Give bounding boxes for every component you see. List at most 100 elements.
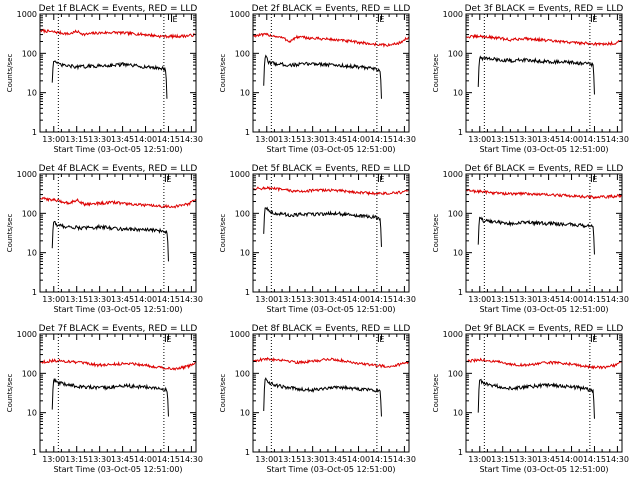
x-tick-label: 13:30 <box>514 295 537 304</box>
x-axis-label: Start Time (03-Oct-05 12:51:00) <box>266 145 395 154</box>
x-tick-label: 13:00 <box>468 135 491 144</box>
series-line-events <box>51 60 168 99</box>
y-tick-label: 100 <box>22 369 37 378</box>
x-tick-label: 14:00 <box>134 455 157 464</box>
x-tick-label: 13:45 <box>111 455 134 464</box>
y-tick-label: 10 <box>240 89 250 98</box>
y-tick-label: 100 <box>235 209 250 218</box>
x-tick-label: 14:15 <box>370 455 393 464</box>
x-tick-label: 14:00 <box>560 295 583 304</box>
series-line-lld <box>252 32 410 48</box>
y-tick-label: 10 <box>240 409 250 418</box>
x-tick-label: 13:45 <box>111 135 134 144</box>
plot-frame <box>252 13 410 133</box>
x-tick-label: 13:15 <box>491 455 514 464</box>
marker-label: E <box>379 175 384 184</box>
x-tick-label: 14:15 <box>157 455 180 464</box>
x-tick-label: 13:45 <box>537 135 560 144</box>
x-tick-label: 13:15 <box>491 135 514 144</box>
series-line-lld <box>39 358 197 371</box>
y-tick-label: 100 <box>22 209 37 218</box>
plot-frame <box>252 333 410 453</box>
x-tick-label: 13:00 <box>42 295 65 304</box>
x-tick-label: 13:30 <box>301 135 324 144</box>
detector-panel-2: Det 2f BLACK = Events, RED = LLD 1 10 100 10… <box>219 4 416 154</box>
panel-title: Det 5f BLACK = Events, RED = LLD <box>252 164 411 174</box>
detector-panel-5: Det 5f BLACK = Events, RED = LLD 1 10 100 10… <box>219 164 416 314</box>
panel-title: Det 1f BLACK = Events, RED = LLD <box>39 4 198 14</box>
x-tick-label: 14:00 <box>134 135 157 144</box>
detector-panel-3: Det 3f BLACK = Events, RED = LLD 1 10 100 10… <box>432 4 629 154</box>
x-tick-label: 14:30 <box>606 135 629 144</box>
x-axis-label: Start Time (03-Oct-05 12:51:00) <box>53 145 182 154</box>
panel-title: Det 7f BLACK = Events, RED = LLD <box>39 324 198 334</box>
y-tick-label: 1 <box>245 288 250 297</box>
y-tick-label: 10 <box>27 89 37 98</box>
series-line-lld <box>252 356 410 369</box>
x-axis-label: Start Time (03-Oct-05 12:51:00) <box>479 145 608 154</box>
x-tick-label: 14:30 <box>393 135 416 144</box>
plot-frame <box>39 13 197 133</box>
marker-label: E <box>166 335 171 344</box>
panel-title: Det 2f BLACK = Events, RED = LLD <box>252 4 411 14</box>
marker-label: E <box>379 335 384 344</box>
y-tick-label: 1000 <box>17 330 37 339</box>
x-tick-label: 14:30 <box>393 455 416 464</box>
plot-frame <box>252 173 410 293</box>
y-tick-label: 10 <box>453 409 463 418</box>
x-tick-label: 13:45 <box>537 455 560 464</box>
y-tick-label: 10 <box>27 409 37 418</box>
panel-title: Det 3f BLACK = Events, RED = LLD <box>465 4 624 14</box>
x-tick-label: 13:30 <box>514 455 537 464</box>
y-tick-label: 10 <box>240 249 250 258</box>
series-line-lld <box>465 357 623 370</box>
x-tick-label: 13:45 <box>537 295 560 304</box>
plot-frame <box>465 13 623 133</box>
marker-label: E <box>173 15 178 24</box>
x-tick-label: 13:15 <box>278 135 301 144</box>
plot-frame <box>39 173 197 293</box>
series-line-events <box>51 378 169 417</box>
x-tick-label: 14:30 <box>180 455 203 464</box>
detector-panel-4: Det 4f BLACK = Events, RED = LLD 1 10 100 10… <box>6 164 203 314</box>
x-tick-label: 13:30 <box>301 295 324 304</box>
y-axis-label: Counts/sec <box>432 214 440 253</box>
y-axis-label: Counts/sec <box>219 214 227 253</box>
y-tick-label: 1 <box>245 448 250 457</box>
marker-label: E <box>166 175 171 184</box>
y-axis-label: Counts/sec <box>6 54 14 93</box>
y-tick-label: 1000 <box>17 170 37 179</box>
x-tick-label: 13:15 <box>491 295 514 304</box>
series-line-lld <box>465 33 623 47</box>
x-tick-label: 14:15 <box>583 295 606 304</box>
plot-frame <box>465 173 623 293</box>
x-tick-label: 13:15 <box>65 455 88 464</box>
marker-label: E <box>592 175 597 184</box>
x-tick-label: 13:30 <box>88 135 111 144</box>
x-axis-label: Start Time (03-Oct-05 12:51:00) <box>53 305 182 314</box>
x-tick-label: 14:30 <box>606 455 629 464</box>
x-tick-label: 14:30 <box>180 295 203 304</box>
series-line-lld <box>465 188 623 200</box>
y-tick-label: 100 <box>235 49 250 58</box>
x-tick-label: 13:00 <box>255 135 278 144</box>
x-tick-label: 13:45 <box>111 295 134 304</box>
detector-panel-7: Det 7f BLACK = Events, RED = LLD 1 10 100 10… <box>6 324 203 474</box>
x-tick-label: 14:15 <box>370 135 393 144</box>
marker-label: E <box>592 335 597 344</box>
x-tick-label: 14:15 <box>583 135 606 144</box>
x-tick-label: 13:15 <box>278 455 301 464</box>
y-tick-label: 1000 <box>230 330 250 339</box>
y-tick-label: 1000 <box>443 330 463 339</box>
panel-title: Det 9f BLACK = Events, RED = LLD <box>465 324 624 334</box>
detector-panel-8: Det 8f BLACK = Events, RED = LLD 1 10 100 10… <box>219 324 416 474</box>
y-tick-label: 1000 <box>17 10 37 19</box>
series-line-lld <box>39 196 197 209</box>
y-tick-label: 1000 <box>443 170 463 179</box>
series-line-lld <box>39 28 197 40</box>
x-tick-label: 13:45 <box>324 455 347 464</box>
plot-frame <box>39 333 197 453</box>
y-axis-label: Counts/sec <box>6 214 14 253</box>
marker-label: E <box>592 15 597 24</box>
